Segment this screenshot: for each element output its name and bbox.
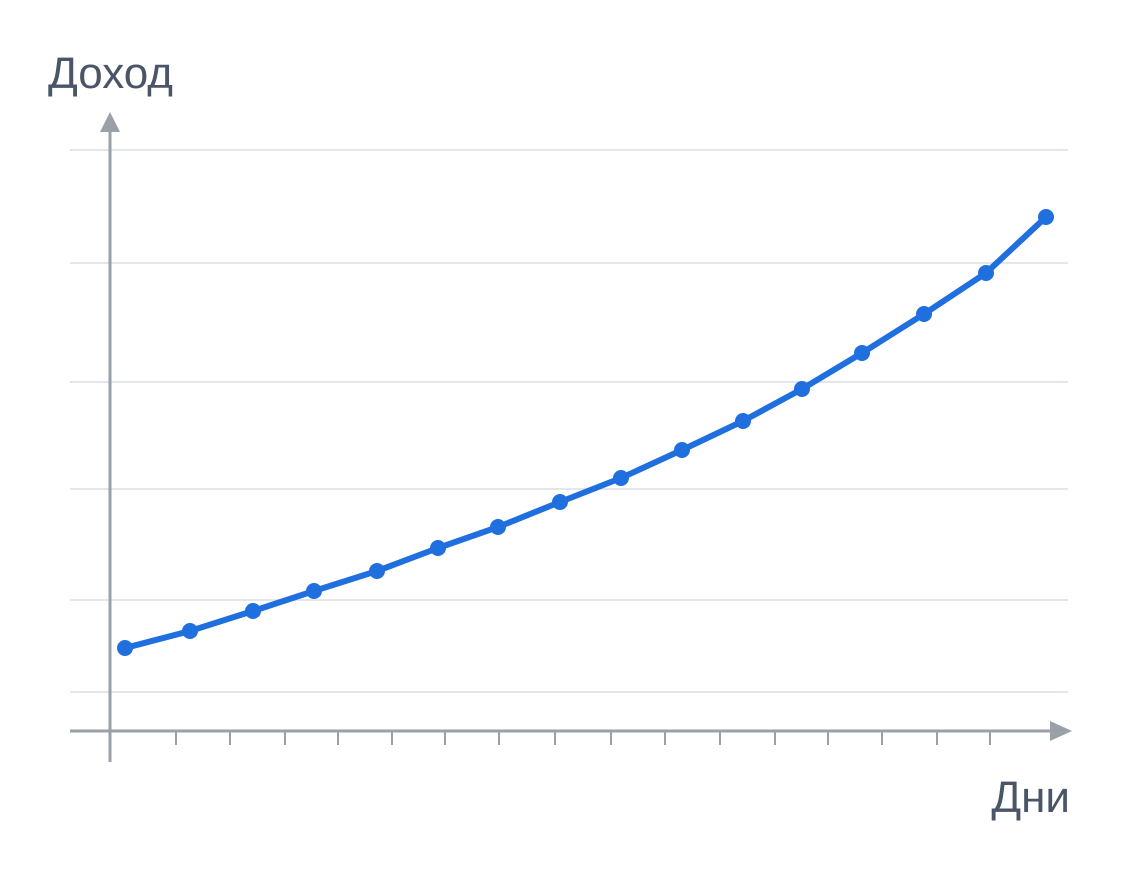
data-point bbox=[117, 640, 133, 656]
x-axis-title: Дни bbox=[991, 773, 1070, 822]
y-axis-arrow bbox=[100, 112, 120, 132]
data-point bbox=[613, 470, 629, 486]
x-axis-arrow bbox=[1050, 721, 1072, 741]
data-point bbox=[306, 583, 322, 599]
y-axis-title: Доход bbox=[48, 49, 173, 98]
data-point bbox=[369, 563, 385, 579]
data-point bbox=[674, 442, 690, 458]
data-point bbox=[735, 413, 751, 429]
data-point bbox=[490, 519, 506, 535]
data-point bbox=[794, 381, 810, 397]
data-point bbox=[978, 265, 994, 281]
data-point bbox=[430, 540, 446, 556]
data-point bbox=[552, 494, 568, 510]
data-point bbox=[916, 306, 932, 322]
data-point bbox=[1038, 209, 1054, 225]
data-line bbox=[122, 214, 1049, 651]
data-point bbox=[245, 603, 261, 619]
data-point bbox=[182, 623, 198, 639]
data-point bbox=[854, 345, 870, 361]
